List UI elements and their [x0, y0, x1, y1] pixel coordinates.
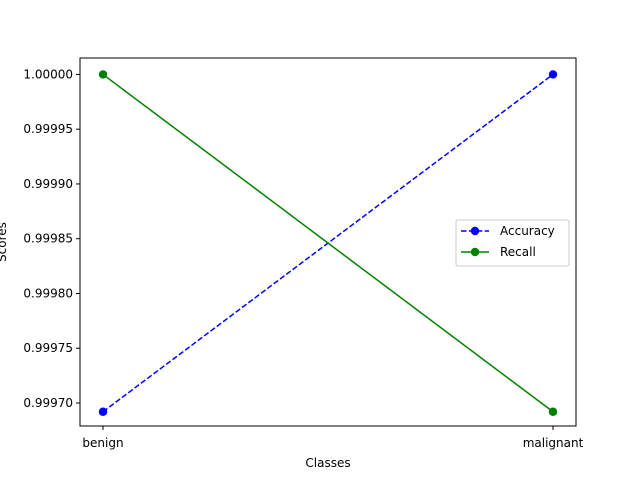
series-layer [98, 70, 558, 416]
y-tick-label: 0.99985 [23, 232, 73, 246]
y-tick-label: 0.99990 [23, 177, 73, 191]
y-tick-label: 0.99970 [23, 396, 73, 410]
accuracy-data-point [548, 70, 558, 79]
y-tick-label: 0.99980 [23, 286, 73, 300]
legend-box [455, 219, 570, 267]
x-axis-ticks: benign malignant [82, 426, 584, 450]
y-tick-label: 0.99995 [23, 122, 73, 136]
accuracy-data-point [98, 407, 108, 416]
recall-series-line [102, 73, 554, 413]
legend-marker-recall [470, 247, 480, 257]
plot-frame [79, 57, 577, 427]
legend-marker-accuracy [470, 226, 480, 236]
recall-data-point [548, 407, 558, 416]
y-tick-label: 1.00000 [23, 67, 73, 81]
recall-data-point [98, 70, 108, 79]
x-axis-label: Classes [305, 456, 350, 470]
legend-label-recall: Recall [500, 245, 536, 259]
x-tick-label: benign [82, 436, 123, 450]
y-tick-label: 0.99975 [23, 341, 73, 355]
legend: Accuracy Recall [455, 219, 570, 267]
y-axis-label: Scores [0, 222, 9, 262]
legend-label-accuracy: Accuracy [500, 224, 555, 238]
x-tick-label: malignant [523, 436, 584, 450]
y-axis-ticks: 0.99970 0.99975 0.99980 0.99985 0.99990 0.999… [23, 67, 80, 410]
